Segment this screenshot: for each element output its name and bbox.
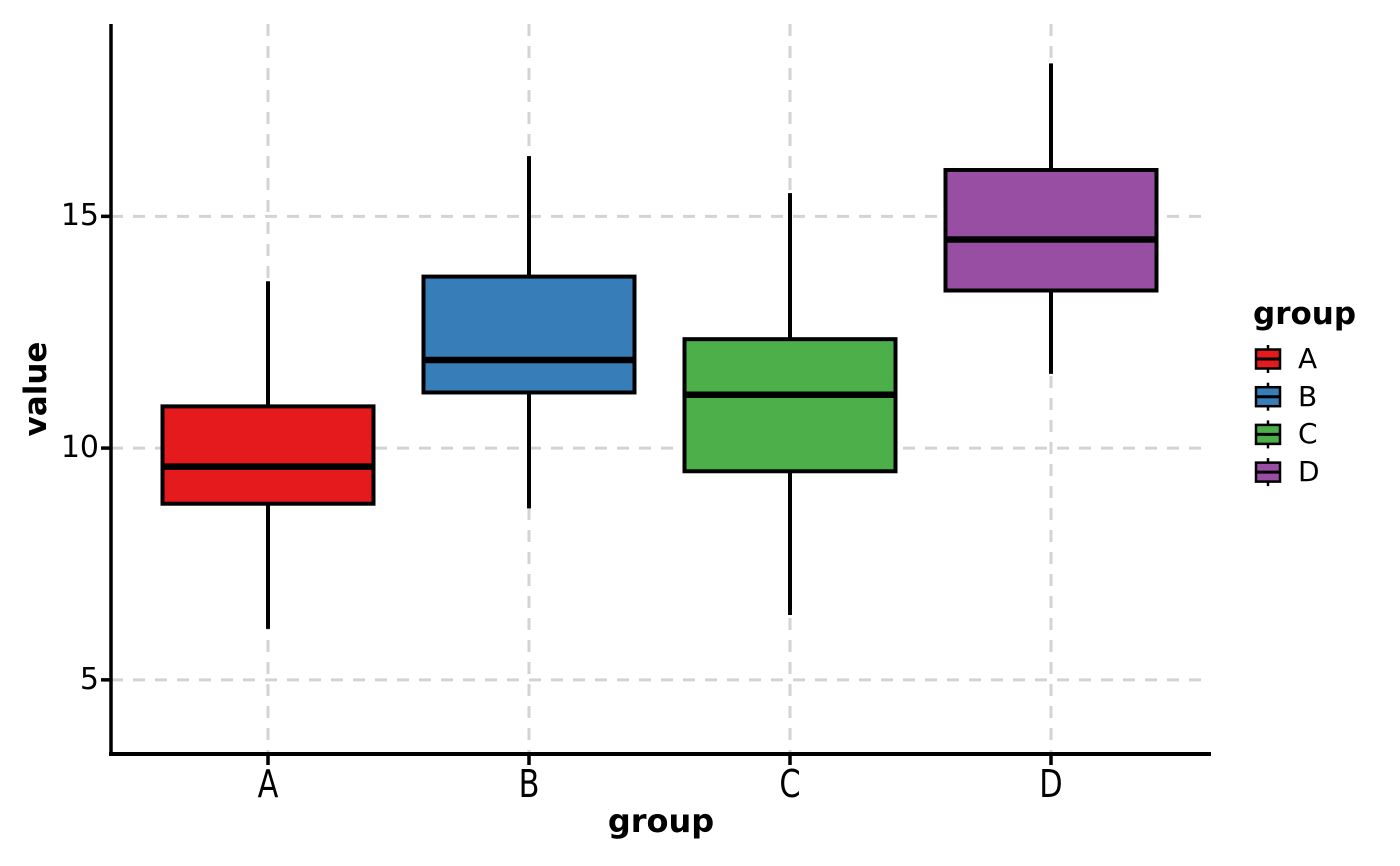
x-axis-title: group bbox=[607, 802, 715, 840]
legend-title: group bbox=[1253, 296, 1357, 332]
legend-label-b: B bbox=[1298, 380, 1318, 413]
legend-label-a: A bbox=[1298, 342, 1318, 375]
box-A bbox=[160, 404, 376, 506]
legend-label-c: C bbox=[1298, 417, 1318, 450]
y-tick-label-15: 15 bbox=[60, 198, 99, 233]
x-tick-label-d: D bbox=[1039, 762, 1063, 806]
x-tick-label-c: C bbox=[779, 762, 801, 806]
legend-label-d: D bbox=[1298, 455, 1320, 488]
box-B bbox=[421, 274, 637, 395]
box-C bbox=[682, 337, 898, 474]
x-tick-label-a: A bbox=[257, 762, 279, 806]
y-tick-label-10: 10 bbox=[60, 430, 99, 465]
x-tick-label-b: B bbox=[518, 762, 540, 806]
box-D bbox=[943, 168, 1159, 293]
y-tick-label-5: 5 bbox=[79, 662, 99, 697]
